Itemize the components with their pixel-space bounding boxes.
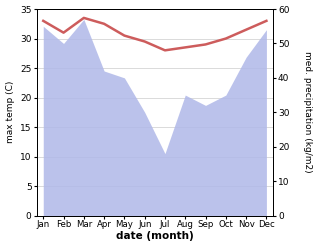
Y-axis label: max temp (C): max temp (C) [5,81,15,144]
Y-axis label: med. precipitation (kg/m2): med. precipitation (kg/m2) [303,51,313,173]
X-axis label: date (month): date (month) [116,231,194,242]
